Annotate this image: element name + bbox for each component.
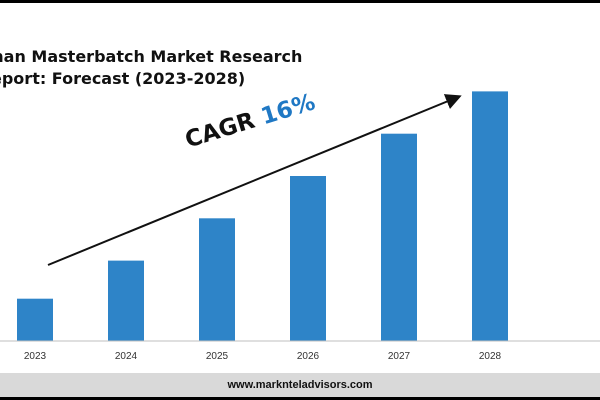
chart-title-line-2: eport: Forecast (2023-2028) bbox=[0, 69, 246, 88]
x-tick-label-2024: 2024 bbox=[115, 351, 138, 362]
bar-2024 bbox=[108, 260, 144, 341]
chart-title-line-1: man Masterbatch Market Research bbox=[0, 47, 303, 66]
trend-arrow bbox=[47, 94, 462, 266]
bar-2023 bbox=[17, 298, 53, 341]
x-tick-label-2026: 2026 bbox=[297, 351, 320, 362]
bar-2027 bbox=[381, 133, 417, 341]
bar-2028 bbox=[472, 91, 508, 341]
bar-2026 bbox=[290, 176, 326, 341]
x-tick-label-2027: 2027 bbox=[388, 351, 411, 362]
chart-title: man Masterbatch Market Research eport: F… bbox=[0, 46, 320, 90]
bar-2025 bbox=[199, 218, 235, 341]
x-tick-label-2028: 2028 bbox=[479, 351, 502, 362]
footer-bar: www.marknteladvisors.com bbox=[0, 373, 600, 397]
x-tick-label-2023: 2023 bbox=[24, 351, 47, 362]
footer-url: www.marknteladvisors.com bbox=[227, 379, 373, 391]
x-tick-label-2025: 2025 bbox=[206, 351, 229, 362]
